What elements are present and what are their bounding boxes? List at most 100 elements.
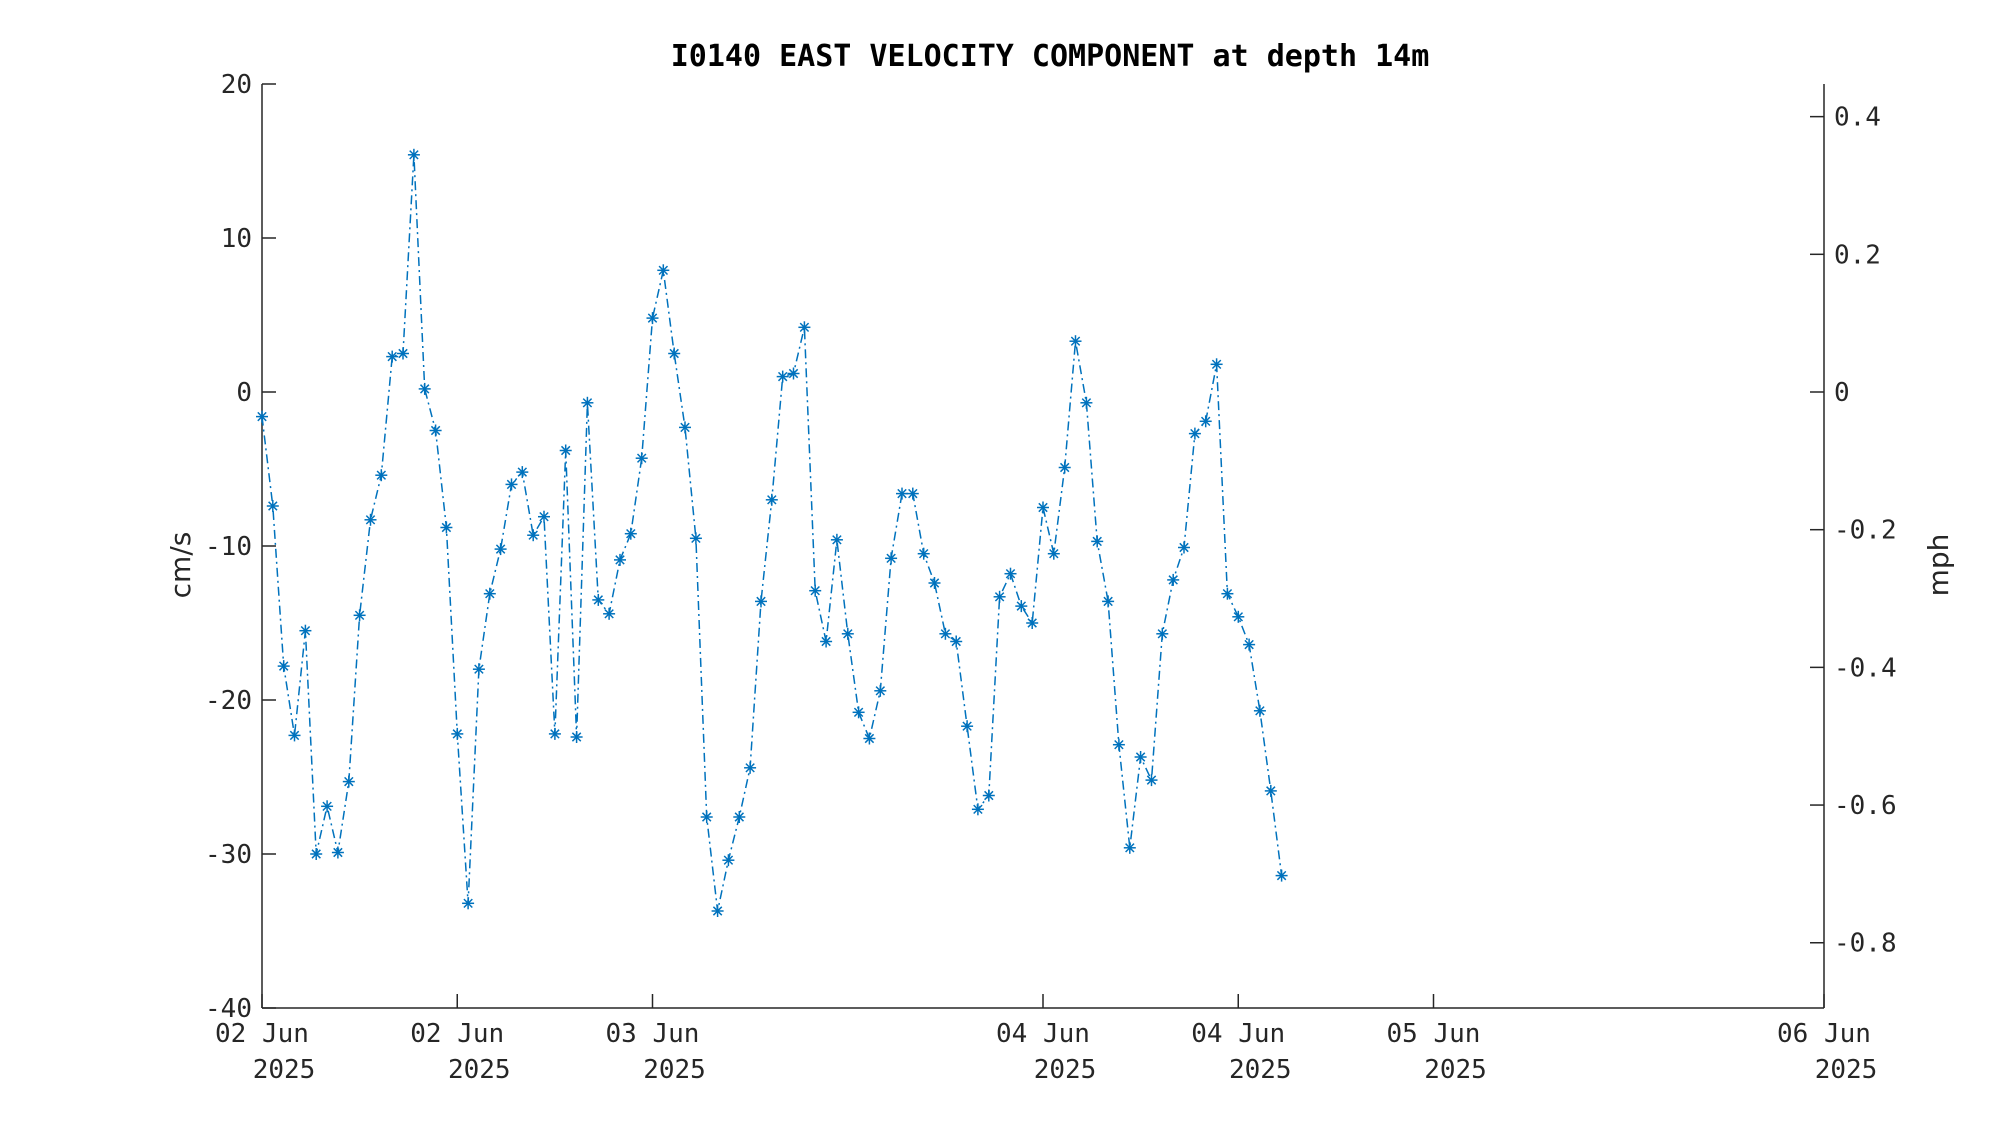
y-tick-label: 0 xyxy=(236,378,252,408)
data-point xyxy=(614,553,626,566)
data-point xyxy=(1058,461,1071,474)
data-point xyxy=(592,593,605,606)
data-point xyxy=(722,854,735,867)
data-point xyxy=(961,720,974,733)
series-line xyxy=(261,154,1283,912)
data-point xyxy=(321,800,334,813)
x-tick-label: 04 Jun xyxy=(996,1019,1090,1049)
data-point xyxy=(559,444,572,457)
y2-tick-label: 0.2 xyxy=(1834,240,1881,270)
axes xyxy=(261,84,1825,1009)
data-point xyxy=(679,421,691,434)
data-point xyxy=(1112,738,1125,751)
data-point xyxy=(483,587,496,600)
data-point xyxy=(353,609,366,622)
y2-tick-label: -0.8 xyxy=(1834,929,1897,959)
y-tick-label: 20 xyxy=(221,70,252,100)
data-point xyxy=(581,396,594,409)
data-point xyxy=(971,803,984,816)
data-point xyxy=(1167,573,1180,586)
data-point xyxy=(1253,704,1266,717)
data-point xyxy=(1275,869,1288,882)
data-point xyxy=(635,452,648,465)
data-point xyxy=(407,148,420,161)
x-tick-year-label: 2025 xyxy=(1229,1055,1292,1085)
data-point xyxy=(1178,541,1190,554)
x-tick-label: 04 Jun xyxy=(1191,1019,1285,1049)
data-point xyxy=(906,487,919,500)
data-point xyxy=(1134,751,1147,763)
data-point xyxy=(505,478,518,491)
data-point xyxy=(342,775,355,788)
data-point xyxy=(1232,610,1245,623)
data-point xyxy=(299,624,312,637)
x-tick-year-label: 2025 xyxy=(448,1055,511,1085)
data-point xyxy=(896,487,908,500)
data-point xyxy=(874,684,887,697)
data-point xyxy=(472,663,485,676)
data-point xyxy=(1004,567,1017,580)
plot-area xyxy=(256,148,1288,917)
data-point xyxy=(646,312,659,325)
data-point xyxy=(570,731,583,743)
x-tick-year-label: 2025 xyxy=(1815,1055,1878,1085)
x-tick-label: 06 Jun xyxy=(1777,1019,1871,1049)
data-point xyxy=(917,547,930,560)
data-point xyxy=(451,727,464,740)
data-point xyxy=(462,897,475,910)
data-point xyxy=(711,905,724,917)
data-point xyxy=(830,533,843,546)
data-point xyxy=(787,367,800,380)
data-point xyxy=(1221,587,1234,600)
data-point xyxy=(700,811,713,823)
data-point xyxy=(375,469,388,482)
y2-tick-label: -0.2 xyxy=(1834,516,1897,546)
data-point xyxy=(1026,617,1039,629)
data-point xyxy=(1156,627,1169,640)
data-point xyxy=(494,543,507,556)
data-point xyxy=(1145,774,1158,787)
data-point xyxy=(418,382,431,395)
data-point xyxy=(950,635,963,648)
y-tick-label: -20 xyxy=(205,686,252,716)
x-tick-label: 02 Jun xyxy=(410,1019,504,1049)
data-point xyxy=(657,264,670,277)
data-point xyxy=(809,584,822,597)
data-point xyxy=(982,789,995,802)
data-point xyxy=(1264,784,1277,797)
data-point xyxy=(1199,415,1212,428)
y2-tick-label: 0 xyxy=(1834,378,1850,408)
data-point xyxy=(798,321,811,334)
x-tick-year-label: 2025 xyxy=(253,1055,316,1085)
y-tick-label: -10 xyxy=(205,532,252,562)
y2-tick-label: -0.6 xyxy=(1834,791,1897,821)
data-point xyxy=(733,811,746,823)
data-point xyxy=(256,410,268,423)
data-point xyxy=(548,727,561,740)
data-point xyxy=(364,513,377,526)
data-point xyxy=(939,627,952,640)
data-point xyxy=(765,493,778,506)
data-point xyxy=(440,521,453,534)
data-point xyxy=(310,848,323,860)
data-point xyxy=(1123,841,1136,854)
data-point xyxy=(885,552,898,565)
y2-tick-label: 0.4 xyxy=(1834,103,1881,133)
y-tick-label: 10 xyxy=(221,224,252,254)
data-point xyxy=(1015,600,1028,613)
data-point xyxy=(755,595,767,608)
data-point xyxy=(1243,638,1256,651)
data-point xyxy=(1091,535,1104,548)
data-point xyxy=(820,635,833,648)
data-point xyxy=(538,510,550,523)
data-point xyxy=(776,370,789,383)
x-tick-label: 03 Jun xyxy=(606,1019,700,1049)
data-point xyxy=(386,350,399,363)
data-point xyxy=(1069,335,1082,348)
y2-axis-ticks: -0.8 -0.6 -0.4 -0.2 0 0.2 0.4 xyxy=(1810,103,1897,959)
data-point xyxy=(993,590,1006,603)
x-tick-label: 05 Jun xyxy=(1387,1019,1481,1049)
y-axis-label: cm/s xyxy=(164,532,197,599)
y-tick-label: -30 xyxy=(205,840,252,870)
